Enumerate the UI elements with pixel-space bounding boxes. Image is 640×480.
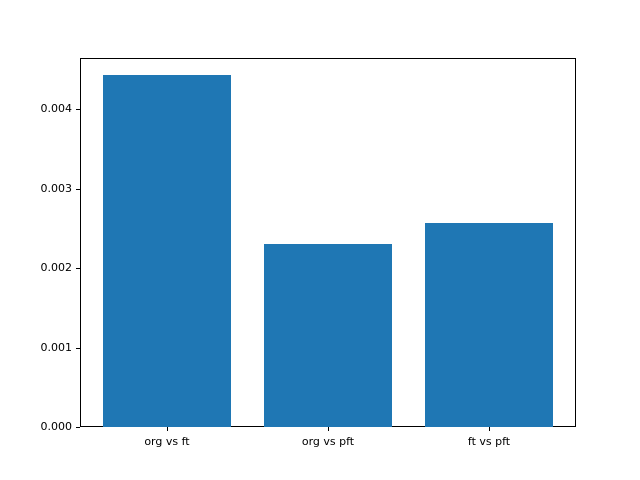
bar xyxy=(102,74,232,428)
x-tick-label: org vs ft xyxy=(144,435,190,449)
bar xyxy=(424,222,554,428)
y-tick-label: 0.003 xyxy=(40,181,73,195)
y-tick-label: 0.001 xyxy=(40,340,73,354)
y-tick xyxy=(76,427,80,429)
y-tick xyxy=(76,188,80,190)
y-tick-label: 0.002 xyxy=(40,261,73,275)
y-tick-label: 0.000 xyxy=(40,420,73,434)
y-tick xyxy=(76,347,80,349)
y-tick xyxy=(76,108,80,110)
x-tick-label: ft vs pft xyxy=(467,435,511,449)
bar xyxy=(263,244,393,428)
y-tick xyxy=(76,268,80,270)
x-tick xyxy=(328,427,329,432)
x-tick-label: org vs pft xyxy=(301,435,355,449)
y-tick-label: 0.004 xyxy=(40,101,73,115)
x-tick xyxy=(489,427,491,432)
x-tick xyxy=(166,427,168,432)
